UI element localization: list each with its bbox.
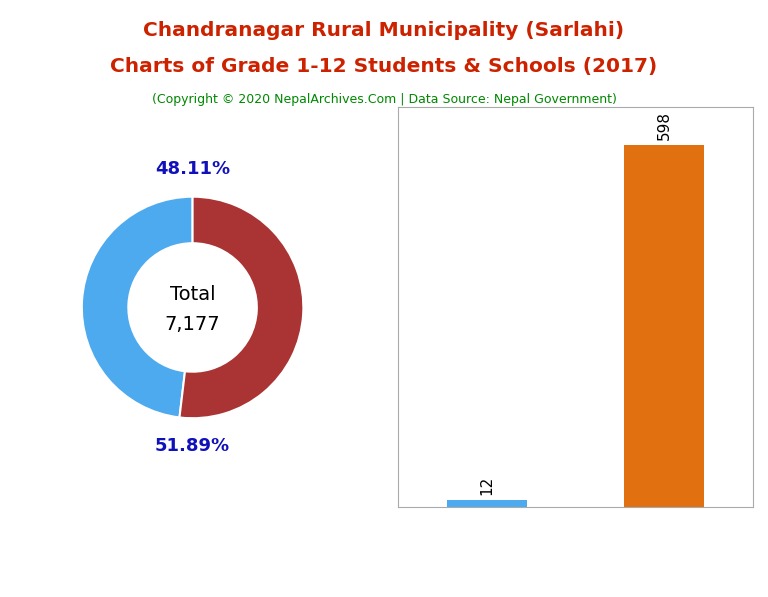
Bar (447, 500, 527, 507)
Wedge shape (180, 196, 303, 418)
Text: Charts of Grade 1-12 Students & Schools (2017): Charts of Grade 1-12 Students & Schools … (111, 57, 657, 76)
Text: 7,177: 7,177 (165, 315, 220, 334)
Bar (624, 145, 704, 507)
Text: 48.11%: 48.11% (155, 160, 230, 178)
Text: 598: 598 (657, 111, 671, 140)
Text: Total: Total (170, 285, 215, 304)
Text: 51.89%: 51.89% (155, 437, 230, 455)
Wedge shape (82, 196, 193, 417)
Text: Chandranagar Rural Municipality (Sarlahi): Chandranagar Rural Municipality (Sarlahi… (144, 21, 624, 40)
Text: (Copyright © 2020 NepalArchives.Com | Data Source: Nepal Government): (Copyright © 2020 NepalArchives.Com | Da… (151, 93, 617, 106)
Text: 12: 12 (479, 476, 495, 496)
